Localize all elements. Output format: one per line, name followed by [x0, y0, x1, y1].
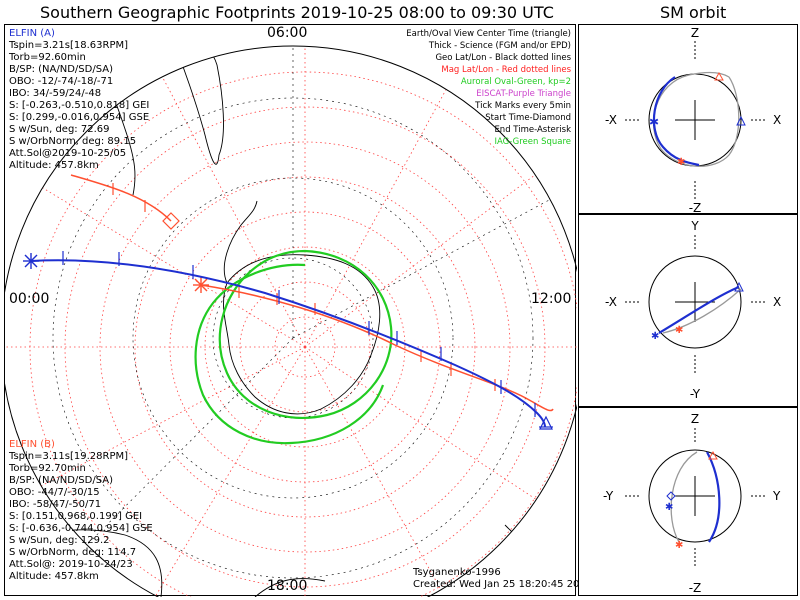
elfin-b-track [70, 174, 554, 412]
svg-text:✱: ✱ [675, 540, 683, 551]
sm2-bottom: -Y [690, 387, 701, 401]
sm2-right: X [773, 295, 781, 309]
elfin-a-info-line: B/SP: (NA/ND/SD/SA) [9, 64, 113, 75]
elfin-b-info-line: S: [-0.636,-0.744,0.954] GSE [9, 523, 153, 534]
sm-panel-xy: Y -Y -X X ✱ ✱ [578, 214, 798, 407]
elfin-a-start-asterisk [23, 253, 39, 269]
elfin-b-info-line: Altitude: 457.8km [9, 571, 99, 582]
svg-text:✱: ✱ [665, 502, 673, 513]
elfin-a-info-line: IBO: 34/-59/24/-48 [9, 88, 102, 99]
elfin-b-info-line: Att.Sol@: 2019-10-24/23 [9, 559, 133, 570]
legend-item: Thick - Science (FGM and/or EPD) [428, 41, 571, 51]
model-label: Tsyganenko-1996 [413, 567, 501, 578]
sm-panel-yz: Z -Z -Y Y ✱ ✱ [578, 407, 798, 596]
svg-text:✱: ✱ [677, 157, 685, 168]
elfin-a-info-line: OBO: -12/-74/-18/-71 [9, 76, 114, 87]
svg-text:✱: ✱ [649, 115, 659, 129]
elfin-b-info-line: IBO: -58/47/-50/71 [9, 499, 102, 510]
elfin-a-info-line: Altitude: 457.8km [9, 160, 99, 171]
elfin-b-start-diamond [162, 212, 180, 230]
elfin-b-info: ELFIN (B) Tspin=3.11s[19.28RPM] Torb=92.7… [9, 439, 153, 583]
sm3-left: -Y [603, 489, 614, 503]
hour-label-12: 12:00 [531, 291, 572, 307]
map-boundary [5, 45, 577, 597]
legend: Earth/Oval View Center Time (triangle) Th… [341, 28, 571, 154]
svg-text:✱: ✱ [675, 325, 683, 336]
sm3-top: Z [691, 412, 699, 426]
elfin-a-info-line: S w/OrbNorm, deg: 89.15 [9, 136, 137, 147]
hour-label-00: 00:00 [9, 291, 50, 307]
elfin-a-info-line: Tspin=3.21s[18.63RPM] [9, 40, 129, 51]
elfin-b-end-asterisk [193, 277, 209, 293]
elfin-a-info: ELFIN (A) Tspin=3.21s[18.63RPM] Torb=92.6… [9, 28, 149, 172]
elfin-a-info-line: S: [0.299,-0.016,0.954] GSE [9, 112, 150, 123]
legend-item: Auroral Oval-Green, kp=2 [460, 77, 571, 87]
elfin-a-info-line: S w/Sun, deg: 72.69 [9, 124, 110, 135]
sm1-left: -X [605, 113, 617, 127]
elfin-b-name: ELFIN (B) [9, 439, 55, 450]
elfin-b-info-line: B/SP: (NA/ND/SD/SA) [9, 475, 113, 486]
elfin-a-name: ELFIN (A) [9, 28, 55, 39]
footprint-map-panel: 06:00 00:00 12:00 18:00 ELFIN (A) Tspin=… [4, 24, 592, 597]
sm1-bottom: -Z [689, 201, 702, 215]
elfin-b-info-line: S: [0.151,0.968,0.199] GEI [9, 511, 143, 522]
sm1-right: X [773, 113, 781, 127]
sm2-top: Y [690, 219, 699, 233]
elfin-a-lines: Tspin=3.21s[18.63RPM] Torb=92.60min B/SP: … [9, 40, 149, 172]
legend-item: End Time-Asterisk [494, 125, 571, 135]
elfin-b-info-line: S w/OrbNorm, deg: 114.7 [9, 547, 137, 558]
elfin-a-info-line: S: [-0.263,-0.510,0.818] GEI [9, 100, 150, 111]
legend-item: Start Time-Diamond [485, 113, 571, 123]
legend-item: IAG-Green Square [494, 137, 571, 147]
elfin-a-info-line: Att.Sol@2019-10-25/05 [9, 148, 127, 159]
hour-label-06: 06:00 [267, 25, 308, 41]
elfin-b-info-line: S w/Sun, deg: 129.2 [9, 535, 110, 546]
elfin-b-info-line: Torb=92.70min [9, 463, 86, 474]
elfin-a-track [30, 259, 546, 428]
sm-panel-xz: Z -Z -X X ✱ ✱ [578, 24, 798, 215]
legend-item: Tick Marks every 5min [475, 101, 571, 111]
sm1-top: Z [691, 26, 699, 40]
main-title: Southern Geographic Footprints 2019-10-2… [40, 3, 554, 22]
hour-label-18: 18:00 [267, 578, 308, 594]
auroral-oval [194, 249, 393, 445]
svg-text:✱: ✱ [651, 331, 659, 342]
geo-grid [34, 46, 577, 597]
legend-item: Earth/Oval View Center Time (triangle) [406, 29, 571, 39]
elfin-a-info-line: Torb=92.60min [9, 52, 86, 63]
created-label: Created: Wed Jan 25 18:20:45 2023 [413, 579, 593, 590]
legend-item: Geo Lat/Lon - Black dotted lines [435, 53, 571, 63]
sm3-bottom: -Z [689, 581, 702, 595]
legend-item: Mag Lat/Lon - Red dotted lines [441, 65, 571, 75]
sm-orbit-title: SM orbit [660, 3, 727, 22]
elfin-a-end-marker [539, 415, 553, 430]
sm2-left: -X [605, 295, 617, 309]
legend-item: EISCAT-Purple Triangle [476, 89, 571, 99]
sm3-right: Y [772, 489, 781, 503]
elfin-b-lines: Tspin=3.11s[19.28RPM] Torb=92.70min B/SP: … [9, 451, 153, 583]
elfin-a-ticks [62, 251, 536, 417]
elfin-b-info-line: Tspin=3.11s[19.28RPM] [9, 451, 129, 462]
elfin-b-info-line: OBO: -44/7/-30/15 [9, 487, 100, 498]
footprint-map [5, 45, 577, 597]
